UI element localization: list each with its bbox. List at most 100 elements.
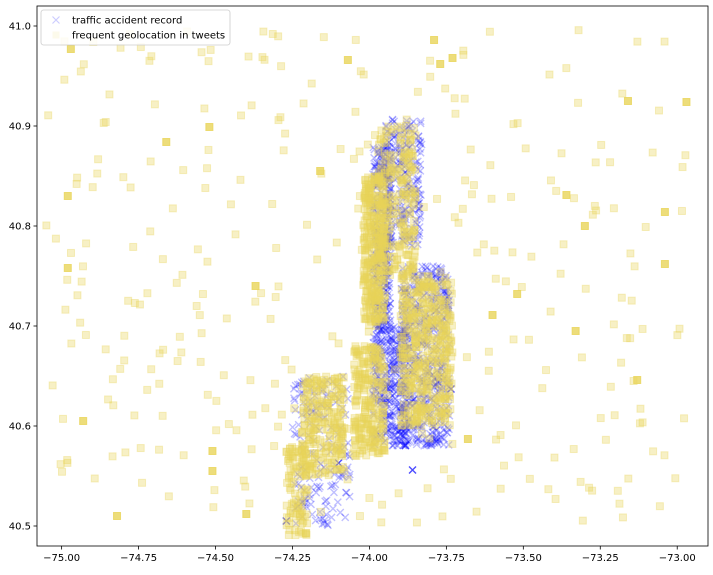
data-point [384,142,393,151]
data-point [410,217,419,226]
data-point [42,221,51,230]
data-point [365,302,374,311]
data-point [411,131,420,140]
data-point [279,146,288,155]
data-point [414,343,423,352]
data-point [437,371,446,380]
data-point [417,339,426,348]
data-point [445,339,454,348]
data-point [428,419,437,428]
data-point [401,161,410,170]
data-point [376,177,385,186]
data-point [372,306,381,315]
data-point [413,435,422,444]
data-point [557,149,566,158]
data-point [381,198,390,207]
data-point [486,161,495,170]
data-point [414,196,423,205]
data-point [446,298,455,307]
data-point [315,399,324,408]
data-point [365,363,374,372]
data-point [383,298,392,307]
data-point [383,146,392,155]
data-point [381,250,390,259]
data-point [431,295,440,304]
data-point [404,418,413,427]
data-point [129,242,138,251]
data-point [442,346,451,355]
data-point [408,401,417,410]
data-point [339,389,348,398]
data-point [407,120,416,129]
data-point [378,307,387,316]
data-point [396,410,405,419]
data-point [416,190,425,199]
data-point [404,317,413,326]
data-point [385,212,394,221]
data-point [146,227,155,236]
data-point [442,428,451,437]
data-point [411,195,420,204]
data-point [459,50,468,59]
data-point [496,484,505,493]
data-point [432,292,441,301]
data-point [416,281,425,290]
data-point [409,117,418,126]
data-point [385,187,394,196]
data-point [379,222,388,231]
data-point [418,285,427,294]
data-point [402,178,411,187]
data-point [372,158,381,167]
data-point [512,421,521,430]
data-point [429,346,438,355]
data-point [383,136,392,145]
data-point [406,239,415,248]
data-point [378,415,387,424]
data-point [419,397,428,406]
data-point [388,116,397,125]
data-point [372,180,381,189]
data-point [387,160,396,169]
data-point [671,474,680,483]
data-point [381,236,390,245]
data-point [270,379,279,388]
data-point [552,186,561,195]
data-point [418,268,427,277]
data-point [397,231,406,240]
data-point [373,179,382,188]
data-point [381,286,390,295]
data-point [436,271,445,280]
data-point [375,195,384,204]
data-point [413,278,422,287]
data-point [413,304,422,313]
data-point [409,395,418,404]
data-point [409,421,418,430]
data-point [375,261,384,270]
data-point [428,320,437,329]
data-point [430,434,439,443]
data-point [390,365,399,374]
data-point [380,401,389,410]
data-point [617,293,626,302]
data-point [116,364,125,373]
data-point [569,194,578,203]
data-point [386,237,395,246]
data-point [378,173,387,182]
data-point [402,332,411,341]
data-point [383,223,392,232]
data-point [385,307,394,316]
data-point [381,281,390,290]
data-point [395,159,404,168]
data-point [426,440,435,449]
data-point [399,271,408,280]
data-point [374,181,383,190]
data-point [414,132,423,141]
data-point [417,378,426,387]
data-point [407,294,416,303]
data-point [382,281,391,290]
data-point [370,289,379,298]
data-point [623,97,632,105]
data-point [577,353,586,362]
data-point [158,255,167,264]
data-point [63,456,72,465]
